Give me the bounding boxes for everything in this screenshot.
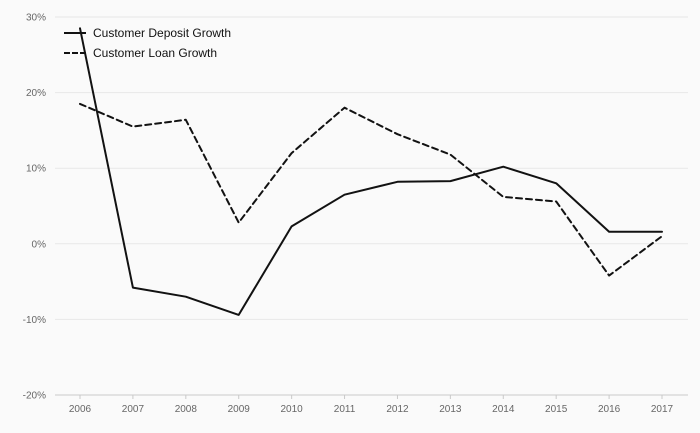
x-tick-label: 2015 bbox=[545, 404, 568, 415]
x-tick-label: 2012 bbox=[386, 404, 409, 415]
solid-line-icon bbox=[64, 32, 86, 34]
y-tick-label: 20% bbox=[26, 88, 46, 99]
chart-legend: Customer Deposit Growth Customer Loan Gr… bbox=[64, 26, 231, 60]
x-tick-label: 2006 bbox=[69, 404, 92, 415]
x-tick-label: 2011 bbox=[334, 404, 356, 415]
dashed-line-icon bbox=[64, 52, 86, 54]
legend-item-loan-growth: Customer Loan Growth bbox=[64, 46, 231, 60]
x-tick-label: 2007 bbox=[122, 404, 145, 415]
y-tick-label: 0% bbox=[32, 239, 47, 250]
x-tick-label: 2016 bbox=[598, 404, 621, 415]
x-tick-label: 2008 bbox=[175, 404, 198, 415]
legend-item-deposit-growth: Customer Deposit Growth bbox=[64, 26, 231, 40]
x-tick-label: 2009 bbox=[228, 404, 251, 415]
legend-label: Customer Loan Growth bbox=[93, 46, 218, 60]
y-tick-label: 30% bbox=[26, 13, 46, 24]
y-tick-label: -20% bbox=[23, 391, 46, 402]
x-tick-label: 2017 bbox=[651, 404, 674, 415]
x-tick-label: 2013 bbox=[439, 404, 462, 415]
legend-label: Customer Deposit Growth bbox=[93, 26, 232, 40]
loan-growth-line bbox=[79, 102, 663, 277]
y-tick-label: 10% bbox=[26, 164, 46, 175]
deposit-growth-line bbox=[79, 27, 663, 316]
y-tick-label: -10% bbox=[23, 315, 46, 326]
x-tick-label: 2010 bbox=[281, 404, 304, 415]
x-tick-label: 2014 bbox=[492, 404, 515, 415]
